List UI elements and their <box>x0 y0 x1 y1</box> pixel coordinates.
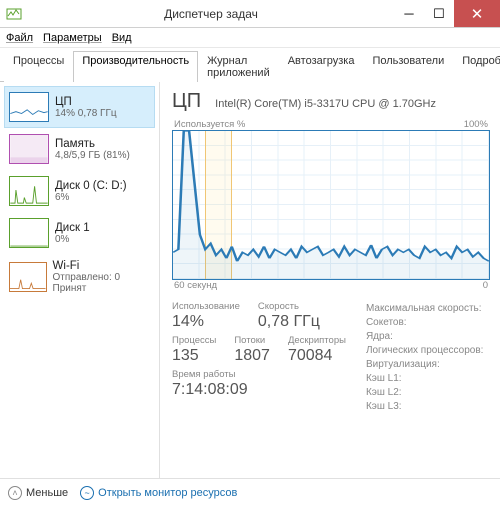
resmon-icon: ~ <box>80 486 94 500</box>
stat-value: 14% <box>172 312 240 331</box>
stat-right-label: Сокетов: <box>366 317 483 328</box>
menu-view[interactable]: Вид <box>112 32 132 44</box>
maximize-button[interactable]: ☐ <box>424 0 454 27</box>
stat-label: Использование <box>172 301 240 312</box>
stat-value: 1807 <box>234 346 270 365</box>
tab-startup[interactable]: Автозагрузка <box>279 51 364 82</box>
stats-left: Использование14% Скорость0,78 ГГц Процессы… <box>172 301 346 412</box>
stat-value: 70084 <box>288 346 346 365</box>
app-icon <box>6 6 22 22</box>
chevron-up-icon: ˄ <box>8 486 22 500</box>
thumb-icon <box>9 176 49 206</box>
stat-row: Время работы7:14:08:09 <box>172 369 346 399</box>
stat-row: Процессы135 Потоки1807 Дескрипторы70084 <box>172 335 346 365</box>
minimize-button[interactable]: ─ <box>394 0 424 27</box>
sidebar-item-disk0[interactable]: Диск 0 (C: D:)6% <box>4 170 155 212</box>
sidebar-item-title: Память <box>55 138 130 150</box>
sidebar-item-disk1[interactable]: Диск 10% <box>4 212 155 254</box>
stat-right-label: Кэш L1: <box>366 373 483 384</box>
tab-performance[interactable]: Производительность <box>73 51 198 82</box>
thumb-icon <box>9 92 49 122</box>
sidebar-item-sub: 0% <box>55 234 90 245</box>
sidebar-item-wifi[interactable]: Wi-FiОтправлено: 0 Принят <box>4 254 155 300</box>
window-buttons: ─ ☐ ✕ <box>394 0 500 27</box>
stat-right-label: Кэш L3: <box>366 401 483 412</box>
fewer-details-link[interactable]: ˄ Меньше <box>8 486 68 500</box>
sidebar-item-cpu[interactable]: ЦП14% 0,78 ГГц <box>4 86 155 128</box>
footer: ˄ Меньше ~ Открыть монитор ресурсов <box>0 478 500 506</box>
chart-label-bl: 60 секунд <box>174 280 217 291</box>
sidebar-item-title: Диск 1 <box>55 222 90 234</box>
main-pane: ЦП Intel(R) Core(TM) i5-3317U CPU @ 1.70… <box>160 82 500 478</box>
close-button[interactable]: ✕ <box>454 0 500 27</box>
stat-right-label: Максимальная скорость: <box>366 303 483 314</box>
chart-label-tr: 100% <box>464 119 488 130</box>
window-title: Диспетчер задач <box>28 7 394 21</box>
stat-row: Использование14% Скорость0,78 ГГц <box>172 301 346 331</box>
body: ЦП14% 0,78 ГГц Память4,8/5,9 ГБ (81%) Ди… <box>0 82 500 478</box>
stat-label: Скорость <box>258 301 320 312</box>
stat-right-label: Кэш L2: <box>366 387 483 398</box>
sidebar-item-sub: 14% 0,78 ГГц <box>55 108 117 119</box>
menubar: Файл Параметры Вид <box>0 28 500 48</box>
main-heading: ЦП <box>172 90 201 113</box>
thumb-icon <box>9 134 49 164</box>
stat-value: 0,78 ГГц <box>258 312 320 331</box>
titlebar: Диспетчер задач ─ ☐ ✕ <box>0 0 500 28</box>
cpu-model: Intel(R) Core(TM) i5-3317U CPU @ 1.70GHz <box>215 98 436 110</box>
stat: Скорость0,78 ГГц <box>258 301 320 331</box>
stats: Использование14% Скорость0,78 ГГц Процессы… <box>172 301 490 412</box>
stat-value: 135 <box>172 346 216 365</box>
sidebar-item-title: ЦП <box>55 96 117 108</box>
tab-processes[interactable]: Процессы <box>4 51 73 82</box>
main-header: ЦП Intel(R) Core(TM) i5-3317U CPU @ 1.70… <box>172 90 490 113</box>
sidebar-item-sub: 6% <box>55 192 127 203</box>
tab-details[interactable]: Подробности <box>453 51 500 82</box>
menu-options[interactable]: Параметры <box>43 32 102 44</box>
thumb-icon <box>9 218 49 248</box>
sidebar-item-sub: Отправлено: 0 Принят <box>53 272 150 294</box>
sidebar-item-sub: 4,8/5,9 ГБ (81%) <box>55 150 130 161</box>
tab-app-history[interactable]: Журнал приложений <box>198 51 279 82</box>
stat: Потоки1807 <box>234 335 270 365</box>
stats-right: Максимальная скорость: Сокетов: Ядра: Логич… <box>366 301 483 412</box>
chart-area: Используется % 100% 60 секунд 0 <box>172 119 490 295</box>
thumb-icon <box>9 262 47 292</box>
stat: Дескрипторы70084 <box>288 335 346 365</box>
cpu-chart <box>172 130 490 280</box>
stat-label: Дескрипторы <box>288 335 346 346</box>
stat: Время работы7:14:08:09 <box>172 369 248 399</box>
stat: Использование14% <box>172 301 240 331</box>
stat-label: Время работы <box>172 369 248 380</box>
menu-file[interactable]: Файл <box>6 32 33 44</box>
chart-label-br: 0 <box>483 280 488 291</box>
stat: Процессы135 <box>172 335 216 365</box>
chart-label-tl: Используется % <box>174 119 245 130</box>
stat-right-label: Виртуализация: <box>366 359 483 370</box>
stat-label: Процессы <box>172 335 216 346</box>
tabs: Процессы Производительность Журнал прило… <box>0 48 500 82</box>
stat-value: 7:14:08:09 <box>172 380 248 399</box>
tab-users[interactable]: Пользователи <box>363 51 453 82</box>
stat-right-label: Логических процессоров: <box>366 345 483 356</box>
sidebar-item-title: Wi-Fi <box>53 260 150 272</box>
sidebar-item-title: Диск 0 (C: D:) <box>55 180 127 192</box>
stat-label: Потоки <box>234 335 270 346</box>
sidebar: ЦП14% 0,78 ГГц Память4,8/5,9 ГБ (81%) Ди… <box>0 82 160 478</box>
sidebar-item-mem[interactable]: Память4,8/5,9 ГБ (81%) <box>4 128 155 170</box>
open-resmon-link[interactable]: ~ Открыть монитор ресурсов <box>80 486 237 500</box>
stat-right-label: Ядра: <box>366 331 483 342</box>
